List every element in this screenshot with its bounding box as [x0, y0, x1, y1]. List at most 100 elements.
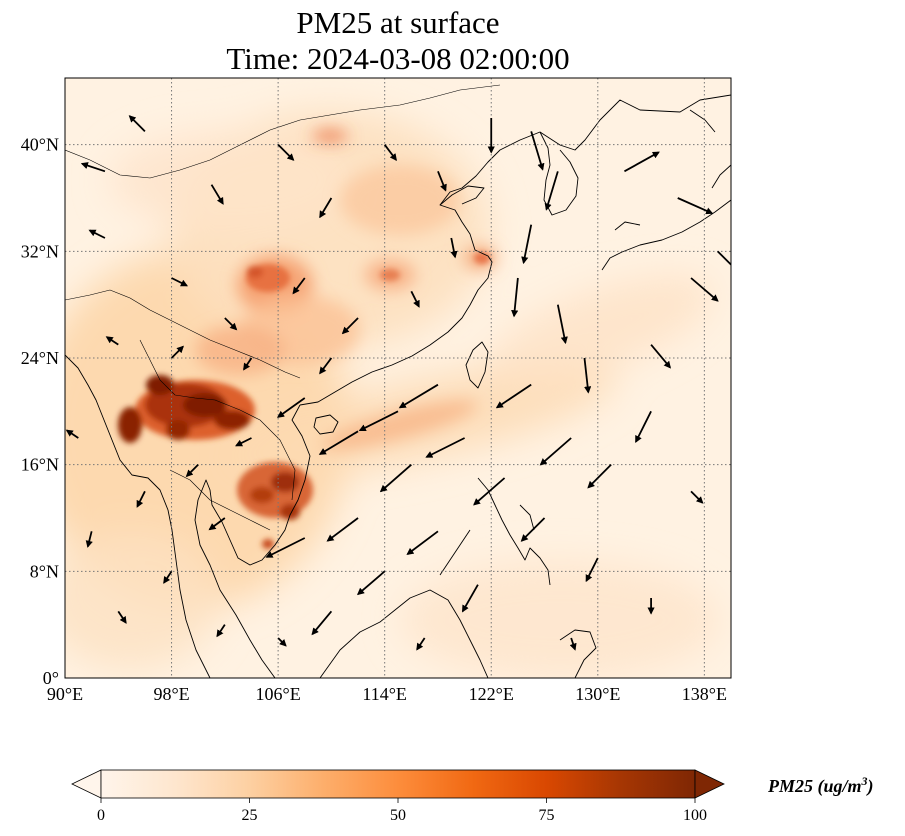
sulawesi-coastline [559, 629, 597, 678]
map-frame [64, 77, 732, 679]
wind-arrow [224, 317, 238, 331]
taiwan-coastline [465, 341, 489, 389]
wind-arrow [210, 184, 224, 205]
wind-vectors [65, 115, 731, 651]
wind-arrow [358, 410, 399, 432]
lat-tick-label: 8°N [30, 561, 59, 581]
colorbar-extend-high [694, 769, 725, 799]
wind-arrow [85, 531, 93, 548]
wind-arrow [539, 437, 572, 466]
colorbar-tick-label: 100 [683, 807, 707, 824]
wind-arrow [521, 224, 533, 265]
wind-arrow [410, 290, 420, 308]
wind-arrow [318, 430, 359, 455]
wind-arrow [276, 397, 306, 418]
colorbar-title-close: ) [867, 776, 874, 796]
wind-arrow [495, 383, 532, 409]
colorbar-gradient [100, 769, 696, 799]
borneo-coastline [319, 589, 489, 678]
colorbar-title-main: PM25 (ug/m [768, 776, 862, 796]
wind-arrow [635, 410, 652, 444]
wind-arrow [587, 464, 612, 489]
wind-arrow [585, 557, 599, 583]
wind-arrow [356, 570, 386, 596]
indochina-coastline [194, 404, 311, 678]
lat-tick-label: 16°N [21, 455, 59, 475]
lon-tick-label: 122°E [469, 684, 514, 704]
wind-arrow [292, 277, 306, 295]
lon-tick-label: 138°E [682, 684, 727, 704]
wind-arrow [450, 237, 458, 259]
wind-arrow [416, 637, 426, 651]
map-panel [65, 78, 731, 678]
map-title-line-2: Time: 2024-03-08 02:00:00 [226, 41, 570, 76]
japan-coastline [601, 109, 731, 271]
wind-arrow [170, 345, 184, 359]
philippines-coastline [439, 477, 551, 586]
wind-arrow [690, 490, 704, 504]
colorbar-title-exponent: 3 [861, 774, 868, 788]
latitude-tick-labels: 0° 8°N 16°N 24°N 32°N 40°N [21, 135, 59, 688]
lat-tick-label: 24°N [21, 348, 59, 368]
wind-arrow [556, 304, 568, 345]
wind-arrow [530, 131, 545, 171]
china-coastline [299, 94, 731, 406]
coastlines [65, 84, 731, 678]
longitude-tick-labels: 90°E 98°E 106°E 114°E 122°E 130°E 138°E [47, 684, 727, 704]
wind-arrow [117, 610, 127, 624]
wind-arrow [690, 277, 719, 302]
colorbar-tick-label: 50 [390, 807, 406, 824]
myanmar-coastline [65, 354, 211, 678]
wind-arrow [319, 197, 333, 219]
wind-arrow [437, 170, 447, 192]
wind-arrow [216, 624, 226, 638]
wind-arrow [569, 637, 577, 651]
wind-arrow [341, 317, 359, 335]
hainan-coastline [313, 414, 339, 435]
lon-tick-label: 114°E [362, 684, 407, 704]
wind-arrow [171, 277, 189, 287]
wind-arrow [277, 144, 295, 161]
wind-arrow [311, 610, 333, 636]
pm25-field-hotspots [118, 252, 490, 549]
wind-arrow [326, 517, 359, 542]
wind-arrow [163, 570, 173, 584]
wind-arrow [277, 637, 287, 647]
wind-arrow [128, 115, 146, 132]
wind-arrow [461, 584, 479, 613]
lon-tick-label: 106°E [256, 684, 301, 704]
wind-arrow [650, 344, 672, 369]
map-title-line-1: PM25 at surface [296, 5, 500, 40]
lon-tick-label: 130°E [575, 684, 620, 704]
wind-arrow [319, 357, 333, 375]
wind-arrow [80, 162, 106, 173]
wind-arrow [583, 357, 592, 394]
colorbar-tick-label: 25 [242, 807, 258, 824]
wind-arrow [398, 383, 439, 409]
lat-tick-label: 32°N [21, 241, 59, 261]
wind-arrow [406, 530, 439, 555]
shandong-coastline [439, 185, 485, 206]
wind-arrow [425, 437, 466, 458]
wind-arrow [265, 537, 306, 558]
wind-arrow [208, 517, 226, 531]
wind-arrow [136, 490, 146, 508]
lon-tick-label: 98°E [153, 684, 189, 704]
wind-arrow [677, 197, 714, 215]
wind-arrow [379, 463, 412, 493]
colorbar: 0 25 50 75 100 [71, 769, 725, 824]
wind-arrow [88, 229, 106, 239]
wind-arrow [243, 357, 253, 371]
wind-arrow [624, 151, 660, 173]
korea-coastline [539, 131, 579, 216]
wind-arrow [511, 277, 519, 318]
wind-arrow [473, 477, 506, 506]
colorbar-tick-label: 75 [539, 807, 555, 824]
wind-arrow [383, 144, 397, 162]
wind-arrow [65, 429, 79, 439]
colorbar-tick-label: 0 [97, 807, 105, 824]
colorbar-extend-low [71, 769, 102, 799]
lat-tick-label: 40°N [21, 135, 59, 155]
wind-arrow [105, 336, 119, 346]
